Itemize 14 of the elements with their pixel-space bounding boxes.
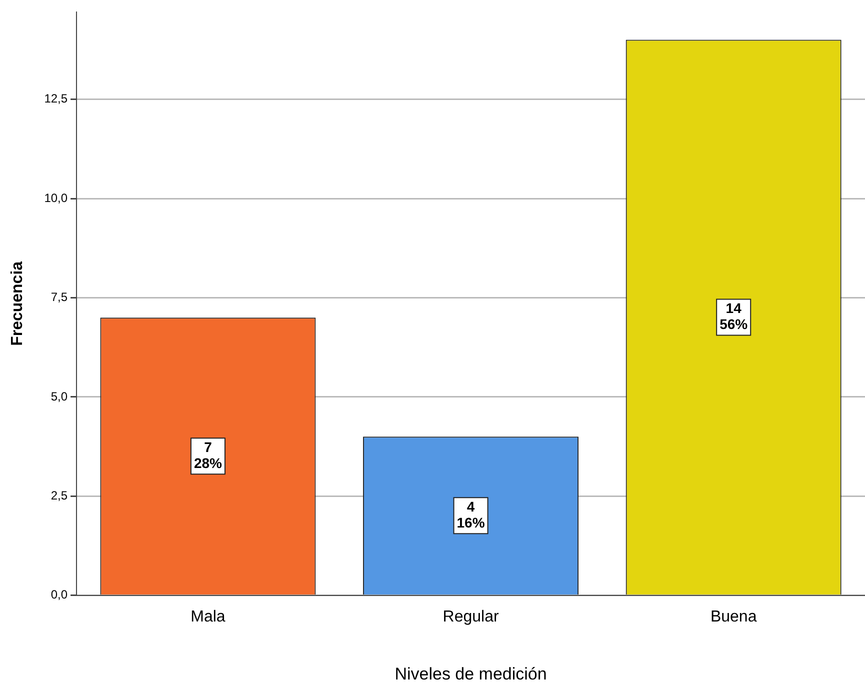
y-tick-label: 12,5 (44, 92, 68, 106)
x-tick-label: Mala (190, 608, 226, 626)
y-tick-label: 2,5 (50, 488, 68, 502)
y-tick-label: 5,0 (50, 389, 68, 404)
y-tick-label: 10,0 (44, 190, 68, 205)
y-tick-label: 0,0 (50, 588, 68, 602)
data-label: 14 56% (720, 300, 748, 332)
x-axis-title: Niveles de medición (394, 664, 547, 684)
data-label: 4 16% (456, 498, 486, 531)
y-axis-title: Frecuencia (9, 261, 26, 346)
x-tick-label: Buena (710, 608, 757, 626)
data-label: 7 28% (194, 438, 223, 471)
x-tick-label: Regular (442, 608, 500, 626)
y-tick-label: 7,5 (50, 290, 68, 304)
